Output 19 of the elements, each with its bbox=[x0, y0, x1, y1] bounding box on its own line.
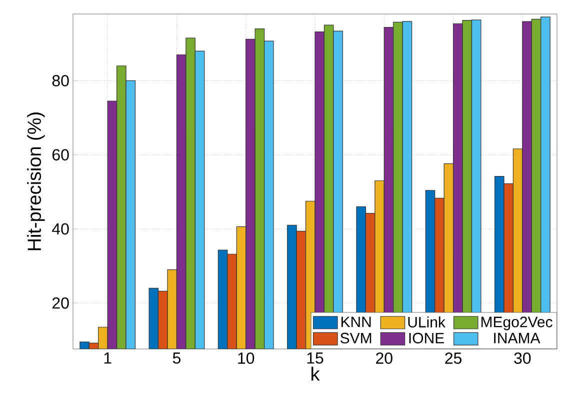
legend-label: ULink bbox=[408, 316, 446, 328]
legend-label: IONE bbox=[409, 332, 444, 344]
y-tick-label: 80 bbox=[52, 75, 69, 86]
x-tick-label: 1 bbox=[104, 352, 112, 364]
x-tick-label: 25 bbox=[445, 352, 462, 364]
x-tick-label: 30 bbox=[514, 352, 531, 364]
legend-label: INAMA bbox=[494, 332, 540, 344]
x-tick-label: 10 bbox=[238, 352, 254, 364]
legend-label: MEgo2Vec bbox=[481, 316, 552, 330]
x-axis-title: k bbox=[312, 366, 320, 380]
x-tick-label: 20 bbox=[376, 352, 392, 364]
y-axis-title: Hit-precision (%) bbox=[27, 112, 45, 250]
y-tick-label: 60 bbox=[52, 149, 69, 160]
y-tick-label: 40 bbox=[52, 223, 69, 235]
x-tick-label: 5 bbox=[172, 352, 180, 364]
legend-label: KNN bbox=[341, 316, 371, 328]
x-tick-label: 15 bbox=[307, 352, 324, 364]
y-tick-label: 20 bbox=[52, 297, 69, 309]
legend-label: SVM bbox=[340, 332, 372, 344]
